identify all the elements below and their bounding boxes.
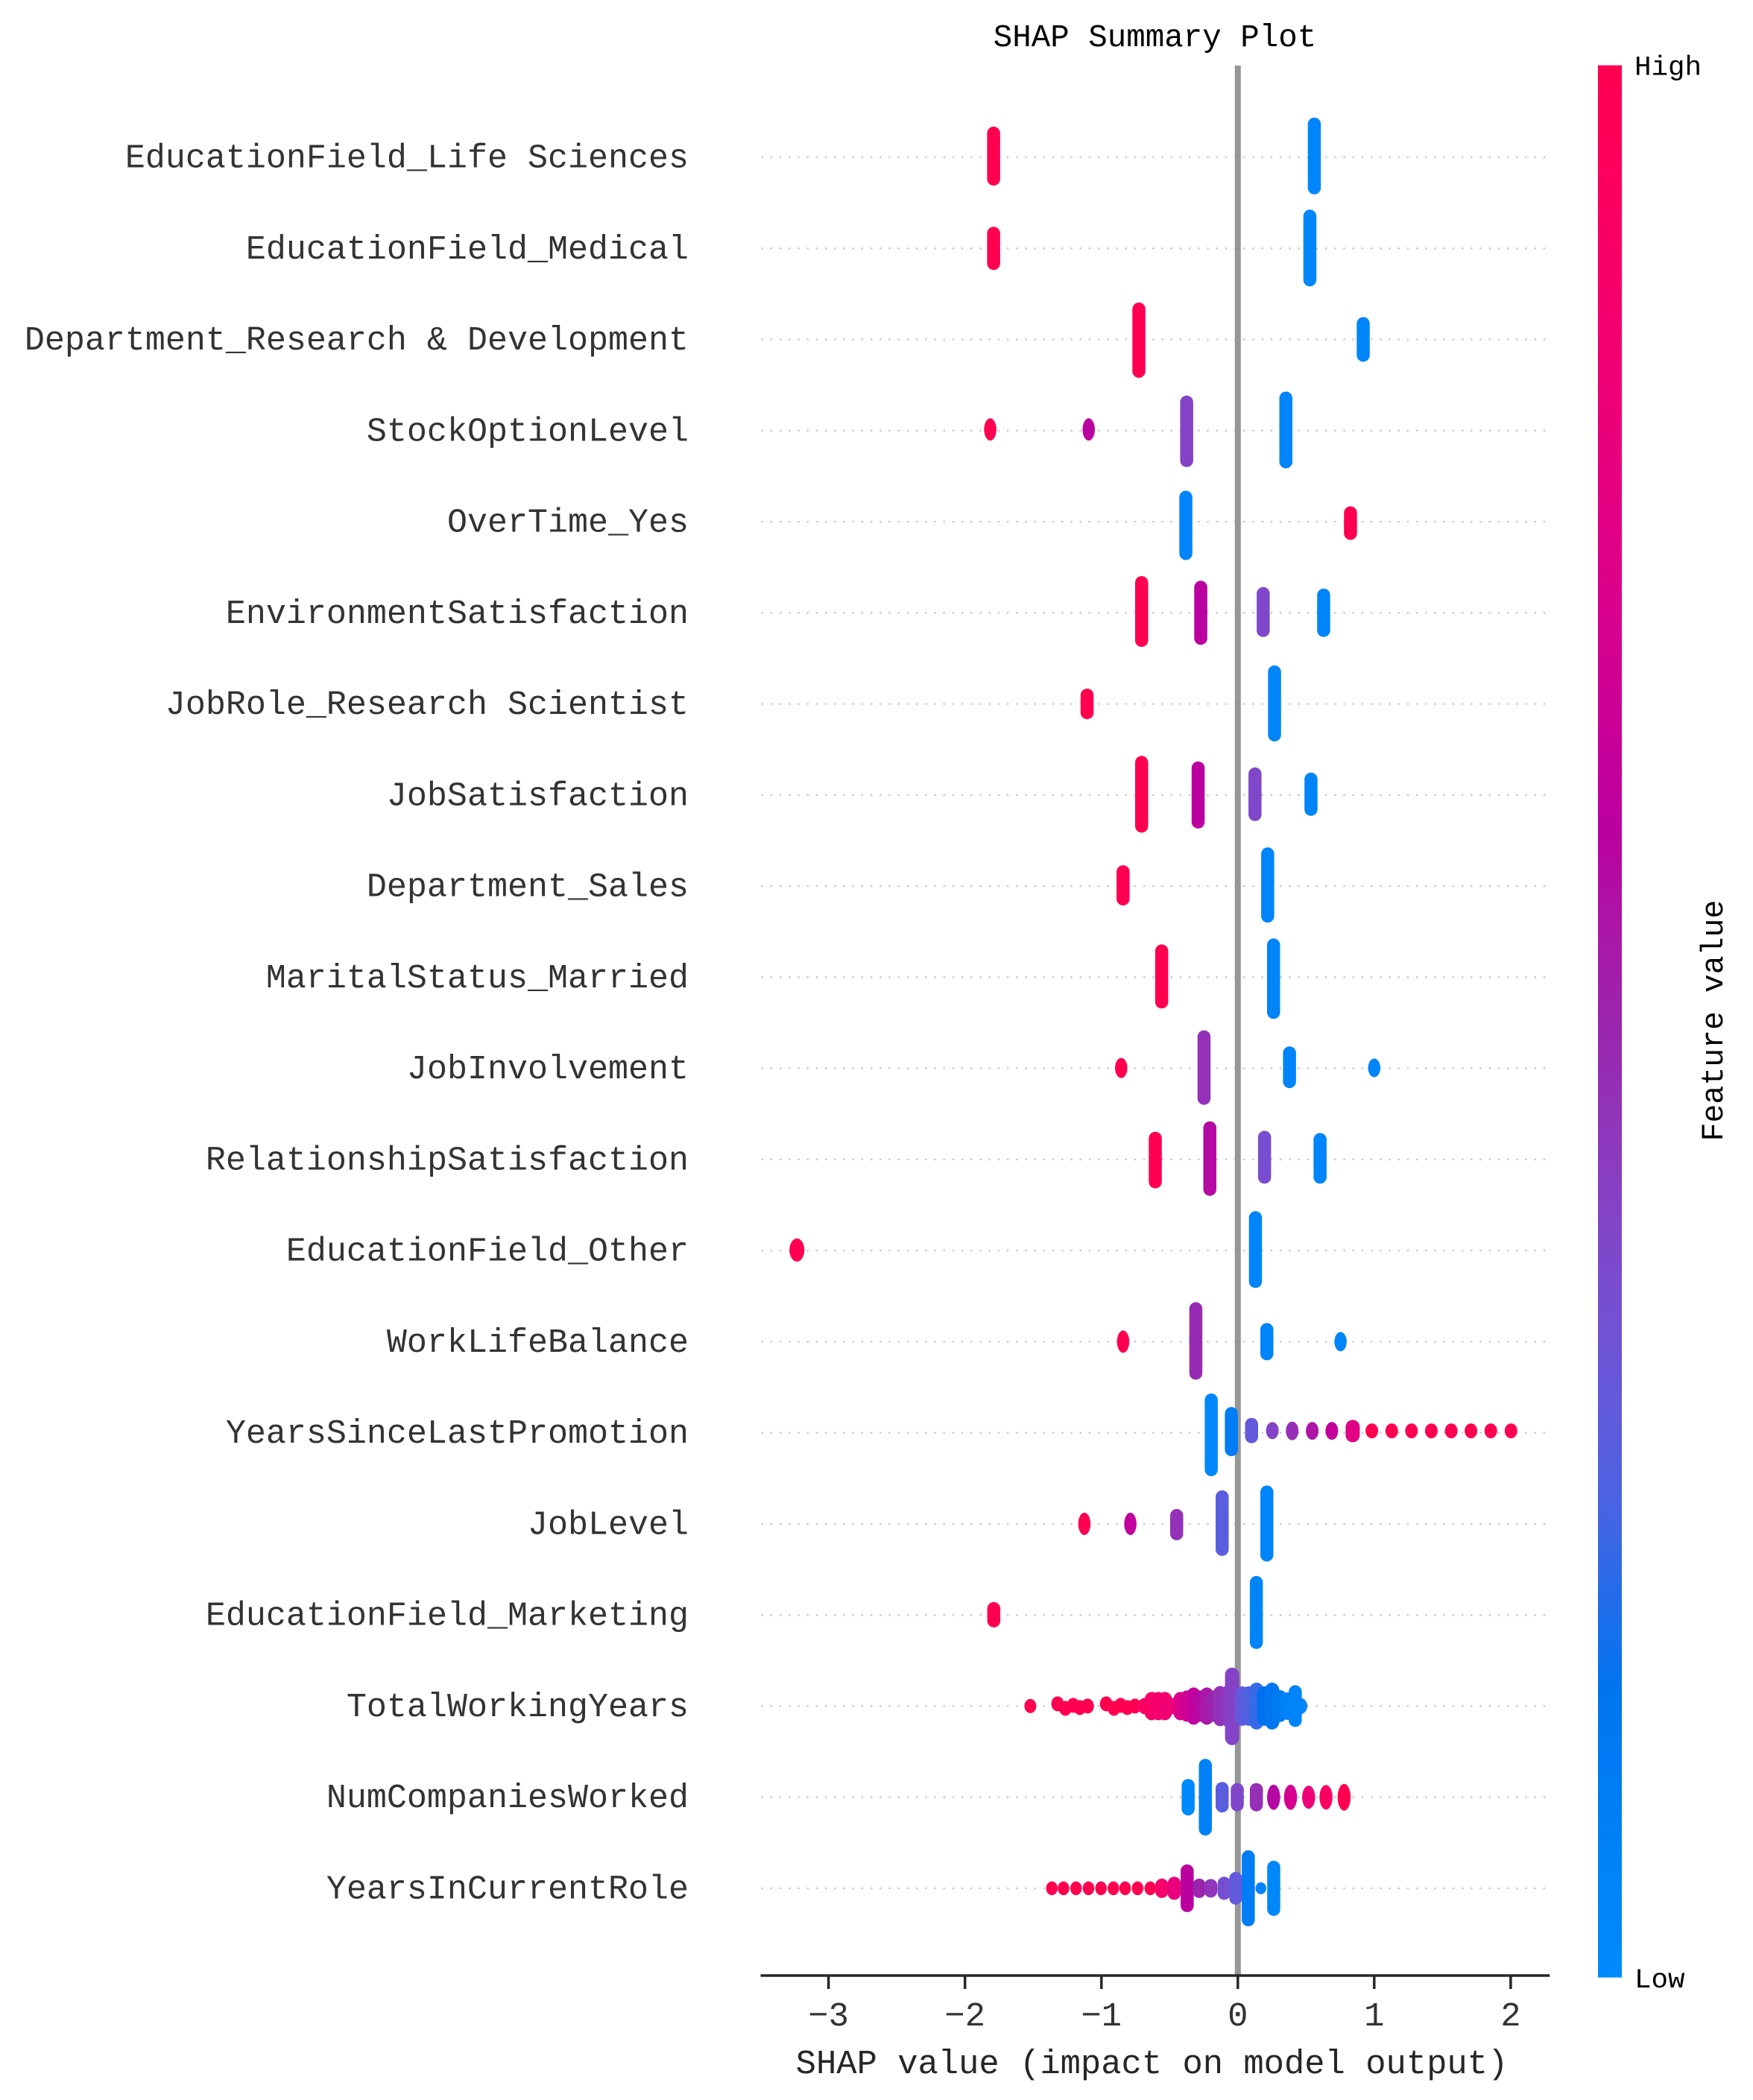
svg-text:StockOptionLevel: StockOptionLevel: [367, 413, 689, 451]
svg-text:JobInvolvement: JobInvolvement: [407, 1051, 689, 1089]
svg-text:Department_Sales: Department_Sales: [367, 869, 689, 907]
svg-text:EducationField_Life Sciences: EducationField_Life Sciences: [125, 140, 689, 178]
svg-text:NumCompaniesWorked: NumCompaniesWorked: [326, 1780, 689, 1818]
svg-text:Low: Low: [1634, 1965, 1685, 1996]
svg-text:−1: −1: [1081, 1997, 1122, 2036]
svg-text:SHAP Summary Plot: SHAP Summary Plot: [994, 20, 1317, 56]
svg-text:WorkLifeBalance: WorkLifeBalance: [387, 1324, 689, 1362]
svg-text:RelationshipSatisfaction: RelationshipSatisfaction: [206, 1142, 689, 1180]
svg-text:YearsInCurrentRole: YearsInCurrentRole: [326, 1870, 689, 1908]
svg-text:SHAP value (impact on model ou: SHAP value (impact on model output): [796, 2045, 1509, 2084]
svg-text:EducationField_Medical: EducationField_Medical: [246, 231, 689, 269]
svg-text:EducationField_Marketing: EducationField_Marketing: [206, 1598, 689, 1636]
svg-text:1: 1: [1364, 1997, 1384, 2036]
svg-text:0: 0: [1228, 1997, 1248, 2036]
svg-text:2: 2: [1500, 1997, 1520, 2036]
svg-text:JobRole_Research Scientist: JobRole_Research Scientist: [165, 686, 689, 724]
svg-text:OverTime_Yes: OverTime_Yes: [447, 505, 689, 543]
svg-text:EducationField_Other: EducationField_Other: [286, 1233, 689, 1271]
svg-text:EnvironmentSatisfaction: EnvironmentSatisfaction: [226, 595, 689, 633]
svg-text:JobSatisfaction: JobSatisfaction: [387, 777, 689, 815]
svg-text:High: High: [1634, 53, 1702, 84]
svg-text:YearsSinceLastPromotion: YearsSinceLastPromotion: [226, 1415, 689, 1453]
svg-text:−2: −2: [944, 1997, 985, 2036]
svg-text:TotalWorkingYears: TotalWorkingYears: [347, 1689, 689, 1727]
svg-text:−3: −3: [808, 1997, 849, 2036]
svg-text:MaritalStatus_Married: MaritalStatus_Married: [266, 960, 689, 998]
svg-text:Feature value: Feature value: [1697, 900, 1732, 1142]
svg-text:Department_Research & Developm: Department_Research & Development: [25, 322, 689, 360]
svg-text:JobLevel: JobLevel: [528, 1506, 689, 1544]
